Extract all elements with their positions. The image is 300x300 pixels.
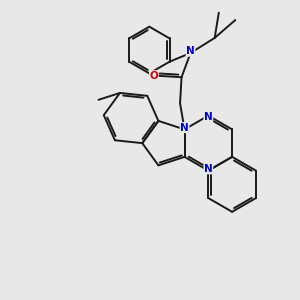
Text: N: N bbox=[204, 164, 213, 174]
Text: N: N bbox=[186, 46, 195, 56]
Text: N: N bbox=[180, 123, 189, 133]
Text: O: O bbox=[149, 71, 158, 81]
Text: N: N bbox=[204, 112, 213, 122]
